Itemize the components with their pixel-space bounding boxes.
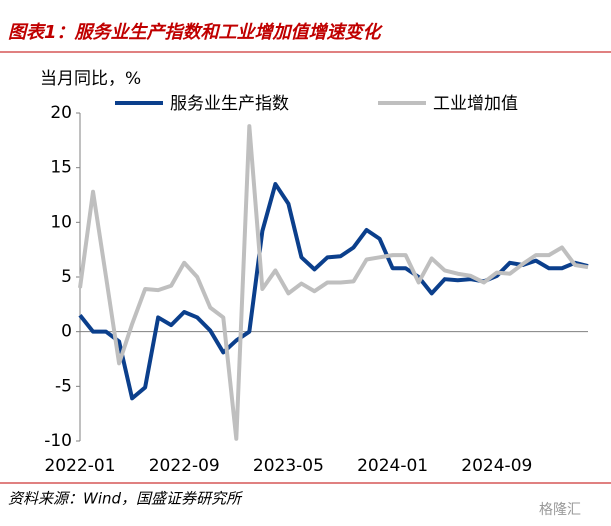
y-tick-label: 10 xyxy=(50,212,72,232)
x-tick-label: 2023-05 xyxy=(253,456,324,476)
watermark: 格隆汇 xyxy=(539,502,581,518)
x-tick-label: 2022-01 xyxy=(44,456,115,476)
legend-label: 工业增加值 xyxy=(433,94,518,114)
y-tick-label: 0 xyxy=(61,322,72,342)
y-tick-label: 5 xyxy=(61,267,72,287)
source: 资料来源：Wind，国盛证券研究所 xyxy=(8,490,243,508)
x-tick-label: 2024-09 xyxy=(461,456,532,476)
chart-title: 图表1：服务业生产指数和工业增加值增速变化 xyxy=(8,22,384,43)
y-axis-label: 当月同比，% xyxy=(40,69,141,89)
y-tick-label: 20 xyxy=(50,103,72,123)
legend-label: 服务业生产指数 xyxy=(170,94,289,114)
series-line xyxy=(78,124,589,441)
y-tick-label: -10 xyxy=(44,431,72,451)
y-tick-label: 15 xyxy=(50,158,72,178)
y-tick-label: -5 xyxy=(55,376,72,396)
series-line xyxy=(78,182,589,401)
x-tick-label: 2024-01 xyxy=(357,456,428,476)
x-tick-label: 2022-09 xyxy=(149,456,220,476)
